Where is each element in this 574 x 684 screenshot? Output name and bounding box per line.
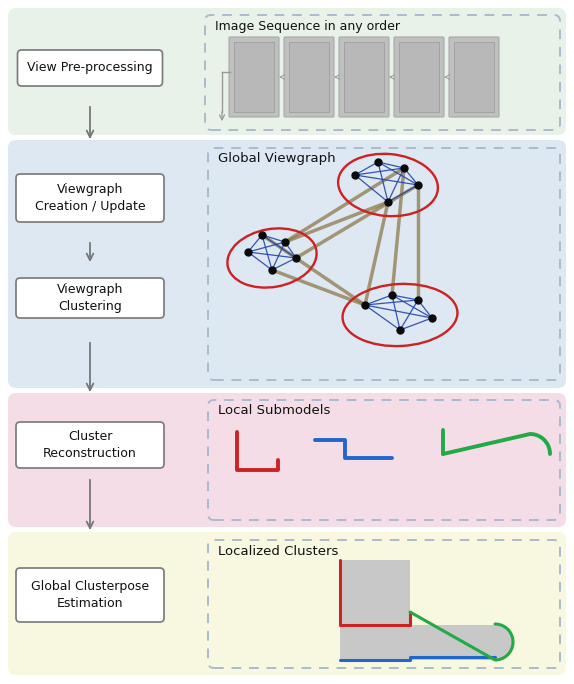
FancyBboxPatch shape bbox=[284, 37, 334, 117]
FancyBboxPatch shape bbox=[17, 50, 162, 86]
FancyBboxPatch shape bbox=[8, 8, 566, 135]
FancyBboxPatch shape bbox=[8, 393, 566, 527]
Text: View Pre-processing: View Pre-processing bbox=[27, 62, 153, 75]
FancyBboxPatch shape bbox=[454, 42, 494, 112]
FancyBboxPatch shape bbox=[8, 532, 566, 675]
FancyBboxPatch shape bbox=[229, 37, 279, 117]
Text: Local Submodels: Local Submodels bbox=[218, 404, 331, 417]
FancyBboxPatch shape bbox=[16, 174, 164, 222]
FancyBboxPatch shape bbox=[16, 568, 164, 622]
FancyBboxPatch shape bbox=[460, 625, 500, 660]
FancyBboxPatch shape bbox=[394, 37, 444, 117]
Wedge shape bbox=[495, 624, 513, 660]
Text: Viewgraph
Creation / Update: Viewgraph Creation / Update bbox=[34, 183, 145, 213]
FancyBboxPatch shape bbox=[16, 278, 164, 318]
Text: Localized Clusters: Localized Clusters bbox=[218, 545, 339, 558]
FancyBboxPatch shape bbox=[234, 42, 274, 112]
FancyBboxPatch shape bbox=[8, 140, 566, 388]
Text: Cluster
Reconstruction: Cluster Reconstruction bbox=[43, 430, 137, 460]
FancyBboxPatch shape bbox=[340, 560, 410, 625]
FancyBboxPatch shape bbox=[449, 37, 499, 117]
FancyBboxPatch shape bbox=[289, 42, 329, 112]
Text: Global Clusterpose
Estimation: Global Clusterpose Estimation bbox=[31, 580, 149, 610]
FancyBboxPatch shape bbox=[340, 625, 495, 660]
FancyBboxPatch shape bbox=[339, 37, 389, 117]
Text: Image Sequence in any order: Image Sequence in any order bbox=[215, 20, 400, 33]
FancyBboxPatch shape bbox=[344, 42, 384, 112]
Text: Viewgraph
Clustering: Viewgraph Clustering bbox=[57, 283, 123, 313]
FancyBboxPatch shape bbox=[16, 422, 164, 468]
FancyBboxPatch shape bbox=[399, 42, 439, 112]
Text: Global Viewgraph: Global Viewgraph bbox=[218, 152, 336, 165]
